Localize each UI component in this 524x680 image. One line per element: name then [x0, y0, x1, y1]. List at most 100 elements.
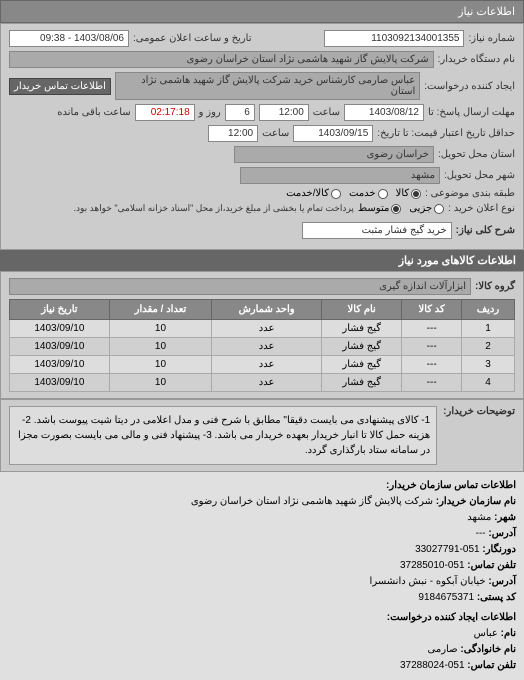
- postal-label: دورنگار:: [482, 544, 516, 555]
- validity-time: 12:00: [208, 125, 258, 142]
- table-row: 3---گیج فشارعدد101403/09/10: [10, 356, 515, 374]
- table-cell: 10: [109, 338, 211, 356]
- radio-medium-label: متوسط: [358, 203, 389, 214]
- name-label: نام:: [501, 628, 516, 639]
- buyer-label: نام دستگاه خریدار:: [438, 54, 515, 65]
- table-cell: 10: [109, 320, 211, 338]
- purchase-label: نوع اعلان خرید :: [448, 203, 515, 214]
- radio-service[interactable]: خدمت: [349, 188, 388, 199]
- phone-value: 051-37285010: [400, 560, 465, 571]
- table-cell: 10: [109, 374, 211, 392]
- radio-both-label: کالا/خدمت: [286, 188, 329, 199]
- goods-header-text: اطلاعات کالاهای مورد نیاز: [399, 255, 516, 267]
- page-header: اطلاعات نیاز: [0, 0, 524, 23]
- lname-value: صارمی: [428, 644, 458, 655]
- radio-goods-label: کالا: [396, 188, 410, 199]
- creator-label: ایجاد کننده درخواست:: [424, 81, 515, 92]
- contact-header: اطلاعات تماس سازمان خریدار:: [8, 478, 516, 494]
- table-cell: 1403/09/10: [10, 374, 110, 392]
- deadline-time: 12:00: [259, 104, 309, 121]
- group-label: گروه کالا:: [475, 281, 515, 292]
- radio-medium[interactable]: متوسط: [358, 203, 401, 214]
- category-radio-group: کالا خدمت کالا/خدمت: [286, 188, 421, 199]
- goods-table: ردیف کد کالا نام کالا واحد شمارش تعداد /…: [9, 299, 515, 392]
- table-header-row: ردیف کد کالا نام کالا واحد شمارش تعداد /…: [10, 300, 515, 320]
- deadline-date: 1403/08/12: [344, 104, 424, 121]
- table-cell: 3: [461, 356, 514, 374]
- phone-label: تلفن تماس:: [467, 560, 516, 571]
- datetime-field: 1403/08/06 - 09:38: [9, 30, 129, 47]
- table-row: 4---گیج فشارعدد101403/09/10: [10, 374, 515, 392]
- creator-field: عباس صارمی کارشناس خرید شرکت پالایش گاز …: [115, 72, 420, 100]
- validity-label: حداقل تاریخ اعتبار قیمت: تا تاریخ:: [377, 128, 515, 139]
- table-row: 2---گیج فشارعدد101403/09/10: [10, 338, 515, 356]
- goods-header: اطلاعات کالاهای مورد نیاز: [0, 250, 524, 271]
- table-cell: 10: [109, 356, 211, 374]
- header-title: اطلاعات نیاز: [458, 6, 515, 18]
- radio-icon: [331, 189, 341, 199]
- deadline-label: مهلت ارسال پاسخ: تا: [428, 107, 515, 118]
- table-row: 1---گیج فشارعدد101403/09/10: [10, 320, 515, 338]
- table-cell: گیج فشار: [322, 374, 402, 392]
- col-unit: واحد شمارش: [212, 300, 322, 320]
- contact-city-value: مشهد: [467, 512, 491, 523]
- addr2-value: خیابان آبکوه - نبش دانشسرا: [370, 576, 486, 587]
- table-cell: گیج فشار: [322, 338, 402, 356]
- remain-time: 02:17:18: [135, 104, 195, 121]
- radio-small[interactable]: جزیی: [409, 203, 444, 214]
- col-name: نام کالا: [322, 300, 402, 320]
- radio-goods[interactable]: کالا: [396, 188, 422, 199]
- purchase-note: پرداخت تمام یا بخشی از مبلغ خرید،از محل …: [73, 203, 353, 214]
- radio-icon: [391, 204, 401, 214]
- col-date: تاریخ نیاز: [10, 300, 110, 320]
- desc-text: 1- کالای پیشنهادی می بایست دقیقا" مطابق …: [9, 406, 437, 465]
- contact-section: اطلاعات تماس سازمان خریدار: نام سازمان خ…: [0, 472, 524, 680]
- city-label: شهر محل تحویل:: [444, 170, 515, 181]
- lname-label: نام خانوادگی:: [460, 644, 516, 655]
- remain-days: 6: [225, 104, 255, 121]
- datetime-label: تاریخ و ساعت اعلان عمومی:: [133, 33, 252, 44]
- radio-icon: [378, 189, 388, 199]
- addr2-label: آدرس:: [488, 576, 516, 587]
- remain-days-label: روز و: [199, 107, 221, 118]
- validity-date: 1403/09/15: [293, 125, 373, 142]
- table-cell: گیج فشار: [322, 320, 402, 338]
- request-no-field: 1103092134001355: [324, 30, 464, 47]
- validity-time-label: ساعت: [262, 128, 289, 139]
- table-cell: عدد: [212, 374, 322, 392]
- addr-label: آدرس:: [488, 528, 516, 539]
- col-row: ردیف: [461, 300, 514, 320]
- buyer-field: شرکت پالایش گاز شهید هاشمی نژاد استان خر…: [9, 51, 434, 68]
- city-field: مشهد: [240, 167, 440, 184]
- group-field: ابزارآلات اندازه گیری: [9, 278, 471, 295]
- tel-value: 051-37288024: [400, 660, 465, 671]
- category-label: طبقه بندی موضوعی :: [425, 188, 515, 199]
- purchase-radio-group: جزیی متوسط: [358, 203, 444, 214]
- main-desc-label: شرح کلی نیاز:: [456, 225, 515, 236]
- radio-icon: [434, 204, 444, 214]
- table-cell: ---: [402, 338, 462, 356]
- addr-value: ---: [476, 528, 486, 539]
- table-cell: 1403/09/10: [10, 338, 110, 356]
- province-field: خراسان رضوی: [234, 146, 434, 163]
- table-cell: 1403/09/10: [10, 320, 110, 338]
- request-info-section: شماره نیاز: 1103092134001355 تاریخ و ساع…: [0, 23, 524, 250]
- table-cell: ---: [402, 356, 462, 374]
- radio-icon: [411, 189, 421, 199]
- desc-section: توضیحات خریدار: 1- کالای پیشنهادی می بای…: [0, 399, 524, 472]
- table-cell: عدد: [212, 338, 322, 356]
- contact-button[interactable]: اطلاعات تماس خریدار: [9, 78, 111, 95]
- code-label: کد پستی:: [477, 592, 516, 603]
- col-qty: تعداد / مقدار: [109, 300, 211, 320]
- creator-header: اطلاعات ایجاد کننده درخواست:: [8, 610, 516, 626]
- province-label: استان محل تحویل:: [438, 149, 515, 160]
- table-cell: 2: [461, 338, 514, 356]
- tel-label: تلفن تماس:: [467, 660, 516, 671]
- goods-section: گروه کالا: ابزارآلات اندازه گیری ردیف کد…: [0, 271, 524, 399]
- radio-both[interactable]: کالا/خدمت: [286, 188, 341, 199]
- table-cell: ---: [402, 320, 462, 338]
- deadline-time-label: ساعت: [313, 107, 340, 118]
- request-no-label: شماره نیاز:: [468, 33, 515, 44]
- code-value: 9184675371: [418, 592, 474, 603]
- name-value: عباس: [474, 628, 498, 639]
